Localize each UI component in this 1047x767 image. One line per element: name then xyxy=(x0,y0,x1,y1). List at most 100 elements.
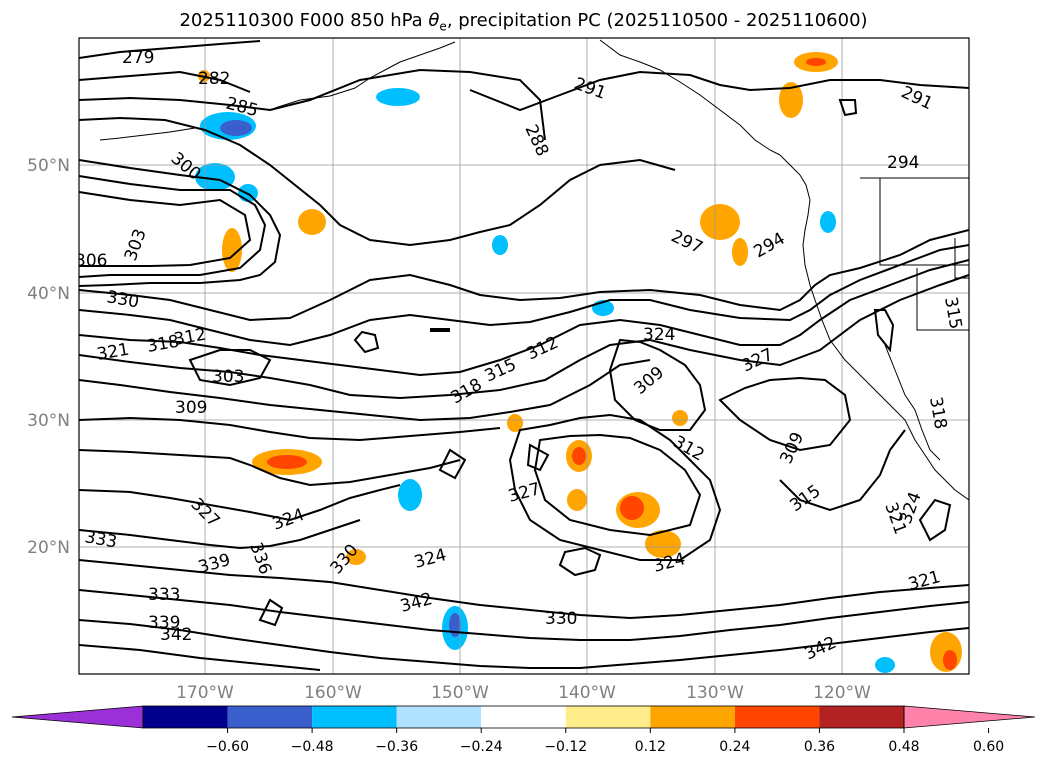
lon-label: 170°W xyxy=(176,683,234,703)
contour-loop xyxy=(438,448,467,480)
contour-label: 303 xyxy=(212,367,244,387)
colorbar-tick-label: 0.12 xyxy=(635,739,666,755)
contour-loop xyxy=(526,443,550,472)
contour-label: 294 xyxy=(887,153,919,173)
lat-axis: 50°N 40°N 30°N 20°N xyxy=(27,156,70,558)
map-panel: 279 282 285 288 291 291 294 294 297 300 … xyxy=(75,37,970,675)
colorbar-cell xyxy=(227,706,313,728)
colorbar-cell xyxy=(650,706,735,728)
precip-pos-patch xyxy=(672,410,688,426)
lat-label: 40°N xyxy=(27,284,70,304)
contour-line xyxy=(79,416,501,442)
state-border xyxy=(879,178,969,266)
contour-line xyxy=(79,449,461,487)
precip-pos-core xyxy=(572,447,586,465)
colorbar-ticks: −0.60 −0.48 −0.36 −0.24 −0.12 0.12 0.24 0.36 0.4… xyxy=(206,728,1004,755)
title-theta-sub: e xyxy=(439,19,447,34)
colorbar-tick-label: 0.60 xyxy=(973,739,1004,755)
contour-label: 306 xyxy=(75,251,107,271)
colorbar-cell xyxy=(481,706,566,728)
contour-loop xyxy=(353,330,380,354)
precip-pos-patch xyxy=(346,549,366,565)
contour-line xyxy=(79,70,251,93)
contour-label: 339 xyxy=(148,613,180,633)
baja-coast xyxy=(884,344,941,461)
contour-line xyxy=(79,274,969,400)
contour-line xyxy=(79,484,401,522)
colorbar-cell xyxy=(312,706,397,728)
contour-line xyxy=(79,359,651,422)
graticule xyxy=(79,38,969,674)
precip-pos-patch xyxy=(645,530,681,558)
contour-loop xyxy=(838,99,858,117)
contour-line xyxy=(79,68,546,141)
precip-pos-patch xyxy=(732,238,748,266)
contour-line xyxy=(79,619,969,669)
contour-line xyxy=(79,644,321,671)
precip-neg-core xyxy=(220,120,252,136)
contour-line xyxy=(79,559,969,620)
precip-pos-patch xyxy=(700,204,740,240)
theta-e-contours xyxy=(79,40,969,671)
colorbar-tick-label: 0.48 xyxy=(888,739,919,755)
precip-neg-patch xyxy=(376,88,420,106)
contour-line xyxy=(79,244,969,347)
map-background xyxy=(79,38,969,674)
contour-line xyxy=(79,116,676,247)
lat-label: 50°N xyxy=(27,156,70,176)
contour-line xyxy=(779,429,906,512)
colorbar-tick-label: −0.36 xyxy=(375,739,418,755)
colorbar-tick-label: −0.60 xyxy=(206,739,249,755)
contour-line xyxy=(79,175,267,278)
colorbar-cell xyxy=(734,706,820,728)
lon-label: 150°W xyxy=(431,683,489,703)
contour-loop xyxy=(873,309,895,353)
colorbar-tick-label: 0.24 xyxy=(719,739,750,755)
colorbar-extend-max xyxy=(903,705,1036,729)
contour-line xyxy=(79,259,969,377)
map-title: 2025110300 F000 850 hPa θe, precipitatio… xyxy=(0,10,1047,34)
contour-loop xyxy=(918,498,952,542)
contour-line xyxy=(469,70,969,112)
contour-loop xyxy=(558,546,602,577)
colorbar-tick-label: −0.48 xyxy=(291,739,334,755)
colorbar-cell xyxy=(143,706,228,728)
colorbar-cell xyxy=(565,706,651,728)
lon-axis: 170°W 160°W 150°W 140°W 130°W 120°W xyxy=(176,683,871,703)
precip-pos-patch xyxy=(298,209,326,235)
lat-label: 30°N xyxy=(27,411,70,431)
west-coast xyxy=(779,154,969,501)
colorbar-cells xyxy=(11,705,1036,729)
title-main: 2025110300 F000 850 hPa xyxy=(179,10,429,31)
contour-label: 330 xyxy=(545,609,577,629)
map-frame xyxy=(78,37,970,675)
precip-pos-core xyxy=(943,650,957,670)
contour-line xyxy=(79,229,969,322)
contour-line xyxy=(79,40,261,59)
lat-label: 20°N xyxy=(27,538,70,558)
alaska-panhandle-coast xyxy=(599,39,781,156)
precip-neg-patch xyxy=(398,479,422,511)
contour-loop xyxy=(508,413,722,561)
precip-pos-core xyxy=(806,58,826,66)
state-border xyxy=(954,238,969,279)
contour-line xyxy=(79,159,282,287)
title-rest: , precipitation PC (2025110500 - 2025110… xyxy=(446,10,868,31)
contour-label: 279 xyxy=(122,48,154,68)
contour-loop xyxy=(533,433,702,537)
contour-label: 342 xyxy=(160,625,192,645)
contour-loop xyxy=(608,338,707,431)
title-theta: θ xyxy=(428,10,440,31)
precip-pos-patch xyxy=(779,82,803,118)
contour-label: 333 xyxy=(148,585,180,605)
precip-pos-core xyxy=(620,496,644,520)
colorbar-tick-label: 0.36 xyxy=(804,739,835,755)
contour-line xyxy=(79,191,252,267)
contour-label: 282 xyxy=(198,69,230,89)
contour-loop xyxy=(188,349,272,387)
contour-loop xyxy=(718,376,852,452)
precip-pos-patch xyxy=(222,228,242,272)
colorbar: −0.60 −0.48 −0.36 −0.24 −0.12 0.12 0.24 0.36 0.4… xyxy=(11,705,1036,755)
contour-line xyxy=(79,589,969,641)
